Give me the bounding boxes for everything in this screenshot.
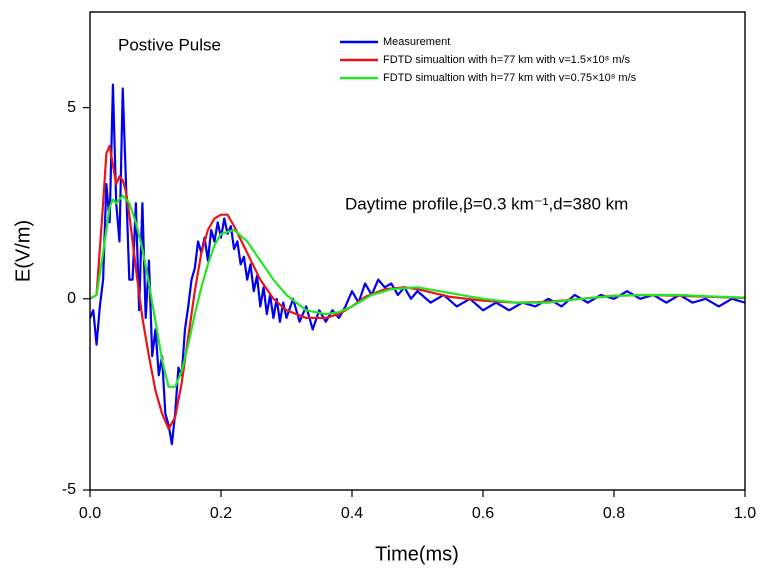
legend-label: FDTD simualtion with h=77 km with v=1.5×…	[383, 54, 631, 66]
data-line	[89, 144, 746, 430]
annotation: Daytime profile,β=0.3 km⁻¹,d=380 km	[345, 194, 628, 213]
data-line	[89, 194, 746, 388]
x-tick-label: 0.0	[79, 505, 101, 522]
y-axis-title: E(V/m)	[12, 220, 34, 282]
data-line	[88, 83, 746, 446]
annotation: Postive Pulse	[118, 35, 221, 54]
y-tick-label: -5	[62, 481, 76, 498]
x-tick-label: 0.2	[210, 505, 232, 522]
plot-frame	[89, 11, 746, 491]
x-tick-label: 0.6	[472, 505, 494, 522]
legend-label: FDTD simualtion with h=77 km with v=0.75…	[383, 72, 637, 84]
y-tick-label: 5	[67, 99, 76, 116]
y-tick-label: 0	[67, 290, 76, 307]
legend-label: Measurement	[383, 36, 450, 48]
x-tick-label: 0.4	[341, 505, 363, 522]
x-axis-title: Time(ms)	[375, 543, 459, 565]
x-tick-label: 1.0	[734, 505, 756, 522]
x-tick-label: 0.8	[603, 505, 625, 522]
